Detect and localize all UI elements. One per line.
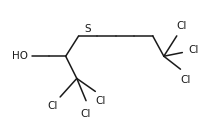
Text: Cl: Cl <box>176 21 187 31</box>
Text: Cl: Cl <box>189 45 199 55</box>
Text: Cl: Cl <box>96 96 106 106</box>
Text: Cl: Cl <box>180 75 190 85</box>
Text: Cl: Cl <box>47 101 58 111</box>
Text: S: S <box>85 24 91 34</box>
Text: Cl: Cl <box>81 109 91 119</box>
Text: HO: HO <box>12 51 28 61</box>
